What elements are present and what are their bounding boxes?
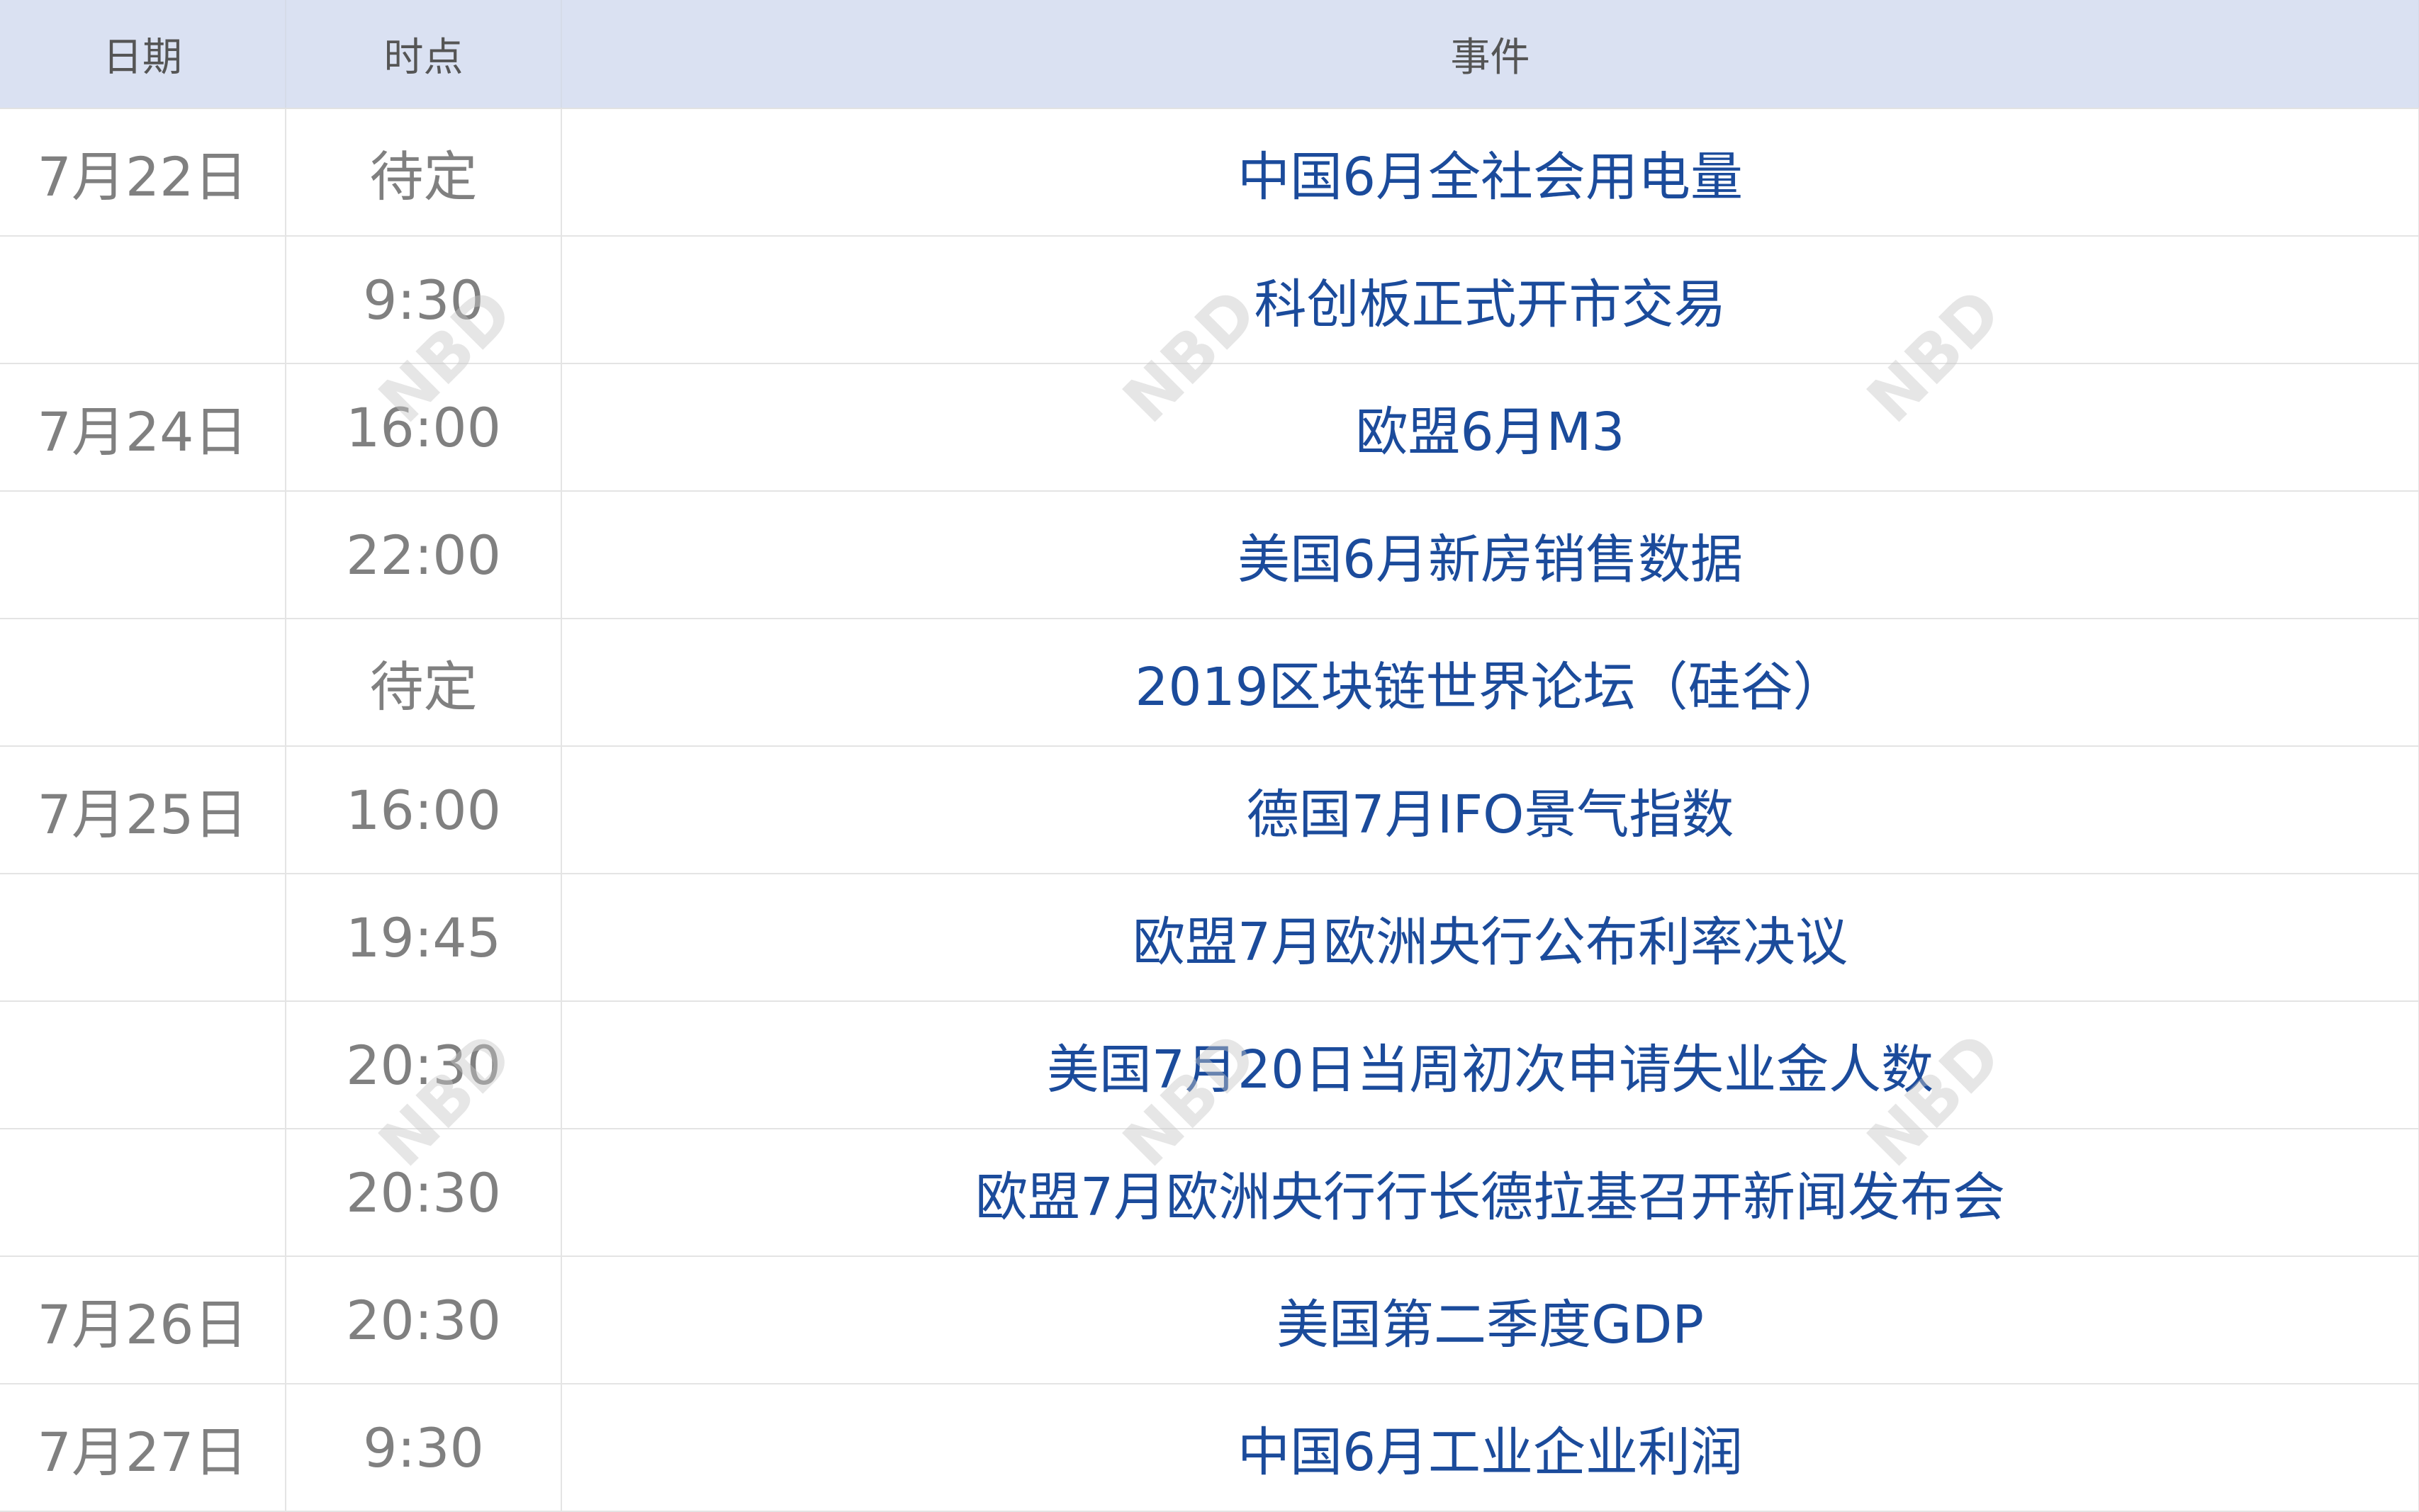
time-cell: 20:30 <box>286 1256 562 1384</box>
time-cell: 16:00 <box>286 745 562 874</box>
time-cell: 22:00 <box>286 490 562 619</box>
time-cell: 待定 <box>286 618 562 747</box>
date-cell <box>0 873 286 1002</box>
header-date: 日期 <box>0 0 286 109</box>
time-cell: 9:30 <box>286 235 562 364</box>
table-row: 7月26日 20:30 美国第二季度GDP <box>0 1256 2419 1384</box>
event-cell: 2019区块链世界论坛（硅谷） <box>561 618 2419 747</box>
date-cell <box>0 490 286 619</box>
event-cell: 美国第二季度GDP <box>561 1256 2419 1384</box>
time-cell: 20:30 <box>286 1128 562 1257</box>
table-row: 7月22日 待定 中国6月全社会用电量 <box>0 108 2419 237</box>
date-cell: 7月25日 <box>0 745 286 874</box>
event-cell: 欧盟7月欧洲央行公布利率决议 <box>561 873 2419 1002</box>
event-cell: 欧盟6月M3 <box>561 363 2419 492</box>
time-cell: 16:00 <box>286 363 562 492</box>
table-row: 19:45 欧盟7月欧洲央行公布利率决议 <box>0 873 2419 1002</box>
table-row: 7月27日 9:30 中国6月工业企业利润 <box>0 1383 2419 1512</box>
time-cell: 待定 <box>286 108 562 237</box>
table-row: 9:30 科创板正式开市交易 <box>0 235 2419 364</box>
time-cell: 20:30 <box>286 1000 562 1129</box>
date-cell <box>0 618 286 747</box>
header-time: 时点 <box>286 0 562 109</box>
date-cell: 7月26日 <box>0 1256 286 1384</box>
event-cell: 中国6月工业企业利润 <box>561 1383 2419 1512</box>
table-row: 待定 2019区块链世界论坛（硅谷） <box>0 618 2419 747</box>
header-event: 事件 <box>561 0 2419 109</box>
date-cell: 7月24日 <box>0 363 286 492</box>
date-cell <box>0 235 286 364</box>
table-row: 20:30 欧盟7月欧洲央行行长德拉基召开新闻发布会 <box>0 1128 2419 1257</box>
event-cell: 中国6月全社会用电量 <box>561 108 2419 237</box>
table-row: 7月25日 16:00 德国7月IFO景气指数 <box>0 745 2419 874</box>
event-cell: 德国7月IFO景气指数 <box>561 745 2419 874</box>
date-cell: 7月27日 <box>0 1383 286 1512</box>
time-cell: 9:30 <box>286 1383 562 1512</box>
event-cell: 美国7月20日当周初次申请失业金人数 <box>561 1000 2419 1129</box>
time-cell: 19:45 <box>286 873 562 1002</box>
date-cell: 7月22日 <box>0 108 286 237</box>
table-row: 20:30 美国7月20日当周初次申请失业金人数 <box>0 1000 2419 1129</box>
header-row: 日期 时点 事件 <box>0 0 2419 109</box>
event-cell: 欧盟7月欧洲央行行长德拉基召开新闻发布会 <box>561 1128 2419 1257</box>
event-cell: 科创板正式开市交易 <box>561 235 2419 364</box>
date-cell <box>0 1000 286 1129</box>
table-row: 22:00 美国6月新房销售数据 <box>0 490 2419 619</box>
table-row: 7月24日 16:00 欧盟6月M3 <box>0 363 2419 492</box>
event-cell: 美国6月新房销售数据 <box>561 490 2419 619</box>
date-cell <box>0 1128 286 1257</box>
